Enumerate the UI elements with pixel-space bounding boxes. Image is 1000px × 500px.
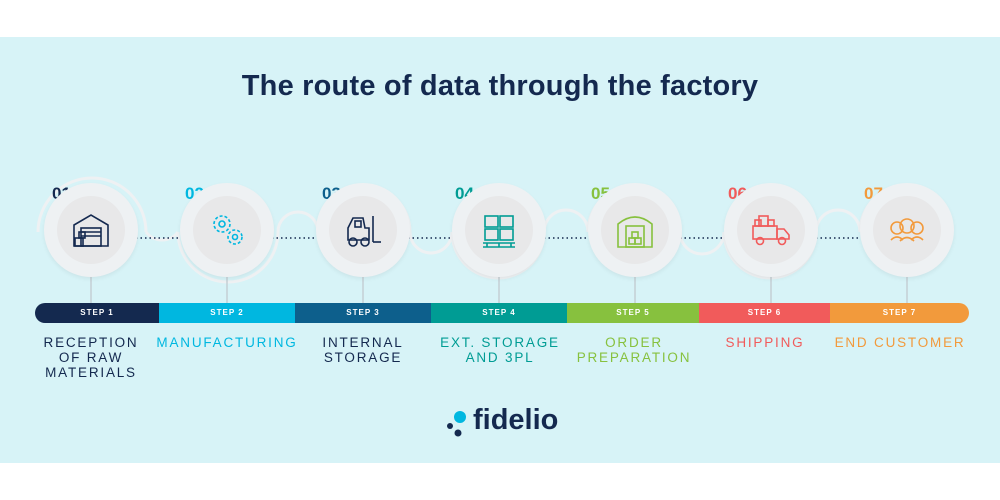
step-number-6: 06. <box>728 184 752 203</box>
gears-icon <box>213 215 243 245</box>
step-circle-5 <box>601 196 669 264</box>
step-circle-4 <box>465 196 533 264</box>
step-number-7: 07. <box>864 184 888 203</box>
step-circle-3 <box>329 196 397 264</box>
step-bar-5: STEP 5 <box>567 303 699 323</box>
step-label-3: INTERNAL STORAGE <box>322 335 404 365</box>
fidelio-logo-icon <box>447 411 466 437</box>
page-title: The route of data through the factory <box>241 70 759 102</box>
truck-icon <box>752 215 790 246</box>
customers-icon <box>890 218 924 242</box>
forklift-icon <box>347 216 381 247</box>
hangar-boxes-icon <box>617 216 653 248</box>
step-bar-1: STEP 1 <box>35 303 159 323</box>
step-number-3: 03. <box>322 184 346 203</box>
step-label-4: EXT. STORAGE AND 3PL <box>440 335 560 365</box>
step-number-1: 01. <box>52 184 76 203</box>
step-label-5: ORDER PREPARATION <box>576 335 692 365</box>
step-label-1: RECEPTION OF RAW MATERIALS <box>43 335 139 380</box>
step-circle-6 <box>737 196 805 264</box>
step-bar-6: STEP 6 <box>699 303 830 323</box>
step-bar-2: STEP 2 <box>159 303 295 323</box>
step-bar-4: STEP 4 <box>431 303 567 323</box>
warehouse-icon <box>73 214 109 247</box>
step-bar-7: STEP 7 <box>830 303 969 323</box>
step-circle-7 <box>873 196 941 264</box>
step-number-4: 04. <box>455 184 479 203</box>
step-circle-2 <box>193 196 261 264</box>
step-bar-3: STEP 3 <box>295 303 431 323</box>
step-label-6: SHIPPING <box>725 335 805 350</box>
step-label-2: MANUFACTURING <box>156 335 298 350</box>
step-circle-1 <box>57 196 125 264</box>
step-number-2: 02. <box>185 184 209 203</box>
pallet-boxes-icon <box>483 215 515 248</box>
step-label-7: END CUSTOMER <box>834 335 966 350</box>
step-number-5: 05. <box>591 184 615 203</box>
fidelio-logo-text: fidelio <box>473 404 559 436</box>
